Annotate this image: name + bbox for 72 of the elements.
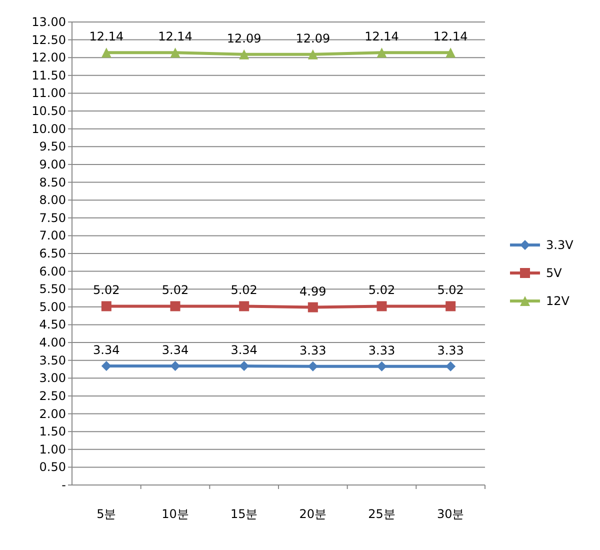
- y-tick-label: 6.50: [39, 246, 66, 260]
- data-label: 5.02: [437, 283, 464, 298]
- y-tick-label: 13.00: [32, 15, 66, 29]
- point: [239, 361, 250, 372]
- data-label: 12.09: [296, 31, 330, 46]
- point: [239, 301, 250, 312]
- point: [170, 301, 180, 312]
- data-label: 12.14: [364, 30, 399, 44]
- y-tick-label: -: [62, 478, 66, 492]
- y-tick-label: 9.00: [39, 157, 66, 172]
- data-label: 3.33: [437, 343, 464, 358]
- data-label: 3.34: [162, 343, 189, 358]
- point: [376, 361, 387, 372]
- legend-label: 12V: [546, 294, 570, 308]
- data-label: 3.33: [300, 343, 326, 358]
- y-tick-label: 4.50: [39, 318, 66, 332]
- y-tick-label: 2.50: [39, 388, 66, 403]
- y-tick-label: 3.50: [39, 353, 66, 368]
- data-label: 12.14: [89, 30, 124, 44]
- y-tick-label: 8.00: [39, 193, 66, 208]
- data-label: 12.14: [158, 30, 192, 44]
- data-label: 5.02: [93, 283, 120, 298]
- point: [376, 301, 387, 312]
- point: [446, 361, 456, 372]
- y-tick-label: 9.50: [39, 140, 66, 154]
- point: [170, 361, 180, 372]
- point: [239, 49, 250, 60]
- y-tick-label: 12.50: [32, 32, 66, 47]
- x-tick-label: 20분: [299, 507, 327, 521]
- y-tick-label: 5.00: [39, 300, 66, 314]
- y-tick-label: 3.00: [39, 371, 66, 386]
- point: [101, 361, 112, 372]
- point: [308, 361, 318, 372]
- y-tick-label: 0.50: [39, 460, 66, 474]
- data-label: 3.34: [93, 343, 120, 358]
- y-tick-label: 10.00: [32, 122, 66, 136]
- x-tick-label: 25분: [368, 507, 396, 521]
- y-tick-label: 7.50: [39, 210, 66, 225]
- data-label: 5.02: [368, 283, 396, 298]
- x-tick-label: 10분: [162, 507, 189, 521]
- point: [308, 302, 318, 312]
- y-tick-label: 6.00: [39, 264, 66, 278]
- point: [376, 48, 387, 58]
- point: [308, 49, 318, 60]
- legend-label: 3.3V: [546, 238, 574, 252]
- x-tick-label: 15분: [230, 507, 258, 521]
- y-tick-label: 11.50: [32, 68, 66, 82]
- data-label: 3.34: [230, 343, 258, 358]
- y-tick-label: 10.50: [32, 104, 66, 118]
- y-tick-label: 2.00: [39, 406, 66, 421]
- data-label: 5.02: [162, 283, 189, 298]
- point: [446, 48, 456, 58]
- data-label: 5.02: [230, 283, 258, 298]
- data-label: 3.33: [368, 343, 396, 358]
- x-tick-label: 30분: [436, 507, 464, 521]
- data-label: 4.99: [300, 284, 326, 298]
- point: [170, 48, 180, 58]
- y-tick-label: 1.00: [39, 442, 66, 456]
- point: [446, 301, 456, 312]
- data-label: 12.09: [226, 31, 262, 46]
- data-label: 12.14: [433, 30, 468, 44]
- point: [101, 48, 112, 58]
- x-tick-label: 5분: [96, 507, 116, 521]
- y-tick-label: 8.50: [39, 175, 66, 190]
- y-tick-label: 12.00: [32, 50, 66, 65]
- legend-label: 5V: [546, 266, 563, 280]
- y-tick-label: 1.50: [39, 424, 66, 439]
- y-tick-label: 7.00: [39, 228, 66, 243]
- y-tick-label: 5.50: [39, 282, 66, 296]
- y-tick-label: 11.00: [32, 86, 66, 100]
- point: [101, 301, 112, 312]
- y-tick-label: 4.00: [39, 336, 66, 350]
